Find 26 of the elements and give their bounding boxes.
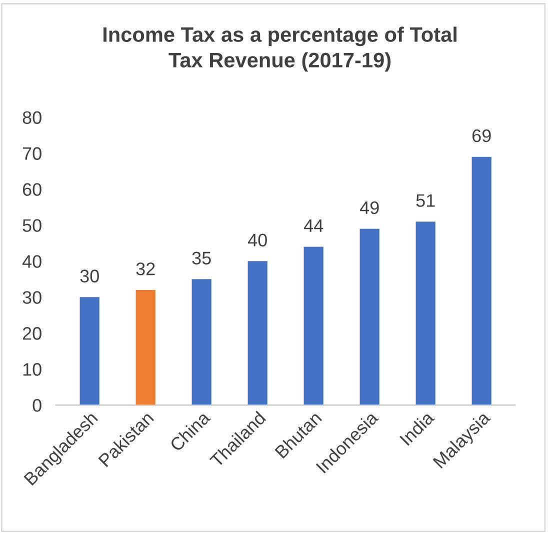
y-tick-label: 70 xyxy=(22,147,42,160)
data-label: 32 xyxy=(136,262,155,276)
data-label: 35 xyxy=(192,252,211,264)
data-label: 40 xyxy=(248,234,267,246)
bar xyxy=(472,156,492,406)
y-tick-label: 20 xyxy=(22,327,42,340)
y-tick-label: 30 xyxy=(22,291,42,304)
data-label: 30 xyxy=(80,270,99,282)
bar xyxy=(416,222,436,406)
y-tick-label: 50 xyxy=(22,219,42,232)
y-tick-label: 40 xyxy=(22,255,42,268)
bar xyxy=(248,261,268,406)
data-label: 44 xyxy=(304,220,324,232)
bar xyxy=(136,290,156,406)
y-tick-label: 10 xyxy=(23,363,42,376)
data-label: 69 xyxy=(472,129,491,142)
bar xyxy=(80,297,100,406)
y-tick-label: 60 xyxy=(22,183,42,196)
bar xyxy=(192,279,212,406)
bar xyxy=(360,228,380,406)
y-tick-label: 0 xyxy=(32,399,42,412)
data-label: 49 xyxy=(360,201,379,214)
bar xyxy=(304,246,324,406)
data-label: 51 xyxy=(416,194,435,207)
y-tick-label: 80 xyxy=(22,111,42,124)
chart-title: Income Tax as a percentage of Total Tax Revenue (2017-19) xyxy=(103,26,456,72)
